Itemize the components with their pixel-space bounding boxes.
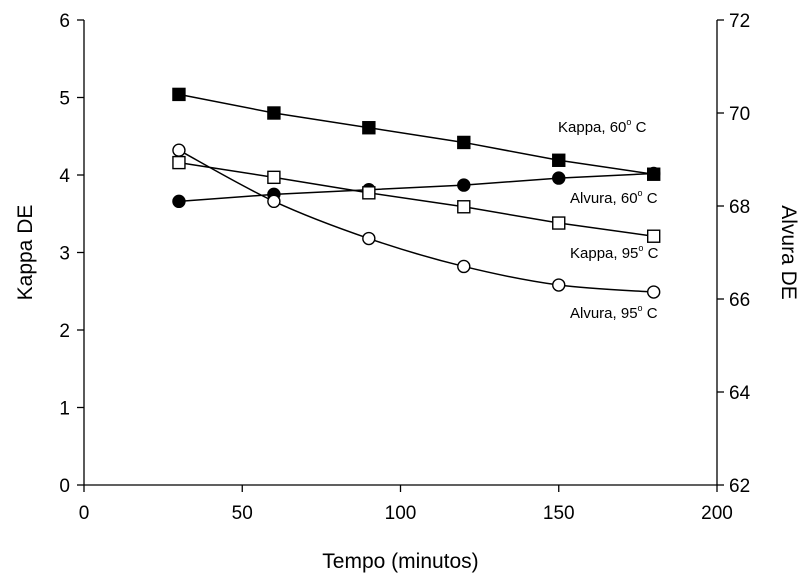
y-axis-title-left: Kappa DE xyxy=(14,205,37,301)
series-layer: Kappa, 60o C Alvura, 60o C Kappa, 95o C Alv… xyxy=(172,87,661,322)
data-point xyxy=(457,259,471,274)
data-point xyxy=(647,285,661,299)
y-tick-label-right: 68 xyxy=(729,197,750,218)
data-point xyxy=(457,200,471,214)
data-point xyxy=(647,229,661,243)
data-point xyxy=(362,231,376,246)
series-line xyxy=(178,93,654,175)
x-axis-title: Tempo (minutos) xyxy=(322,550,478,573)
y-tick-label-left: 1 xyxy=(59,399,70,420)
x-tick-label: 100 xyxy=(385,503,417,524)
y-tick-label-left: 2 xyxy=(59,321,70,342)
data-point xyxy=(647,166,661,181)
data-point xyxy=(172,87,186,102)
data-point xyxy=(172,194,186,209)
x-tick-label: 0 xyxy=(79,503,90,524)
data-point xyxy=(362,186,376,200)
series-1: Kappa, 60o C xyxy=(172,87,661,181)
series-label: Kappa, 60o C xyxy=(558,117,647,136)
y-tick-label-left: 0 xyxy=(59,476,70,497)
y-tick-label-right: 66 xyxy=(729,290,750,311)
y-tick-label-right: 72 xyxy=(729,11,750,32)
series-4: Alvura, 95o C xyxy=(172,143,661,322)
data-point xyxy=(267,194,281,209)
series-line xyxy=(178,172,654,203)
data-point xyxy=(267,170,281,185)
y-tick-label-left: 4 xyxy=(59,166,70,187)
x-tick-label: 50 xyxy=(232,503,253,524)
y-tick-label-left: 6 xyxy=(59,11,70,32)
series-label: Alvura, 60o C xyxy=(570,188,658,207)
data-point xyxy=(552,278,566,292)
data-point xyxy=(552,153,566,167)
ticks: 0 50 100 150 200 0 1 2 3 4 5 6 62 64 66 68 70 72 xyxy=(59,11,750,524)
series-label: Kappa, 95o C xyxy=(570,243,659,262)
x-tick-label: 150 xyxy=(543,503,575,524)
y-tick-label-left: 5 xyxy=(59,89,70,110)
series-line xyxy=(178,149,654,293)
y-tick-label-right: 70 xyxy=(729,104,750,125)
data-point xyxy=(552,216,566,230)
y-tick-label-right: 64 xyxy=(729,383,751,404)
data-point xyxy=(457,135,471,150)
series-line xyxy=(178,161,654,237)
data-point xyxy=(172,155,186,170)
y-axis-title-right: Alvura DE xyxy=(777,205,800,300)
data-point xyxy=(172,143,186,157)
data-point xyxy=(267,106,281,120)
series-label: Alvura, 95o C xyxy=(570,303,658,322)
data-point xyxy=(362,121,376,135)
data-point xyxy=(457,178,471,192)
y-tick-label-left: 3 xyxy=(59,244,70,265)
series-3: Kappa, 95o C xyxy=(172,155,661,262)
data-point xyxy=(552,171,566,185)
y-tick-label-right: 62 xyxy=(729,476,750,497)
x-tick-label: 200 xyxy=(701,503,733,524)
